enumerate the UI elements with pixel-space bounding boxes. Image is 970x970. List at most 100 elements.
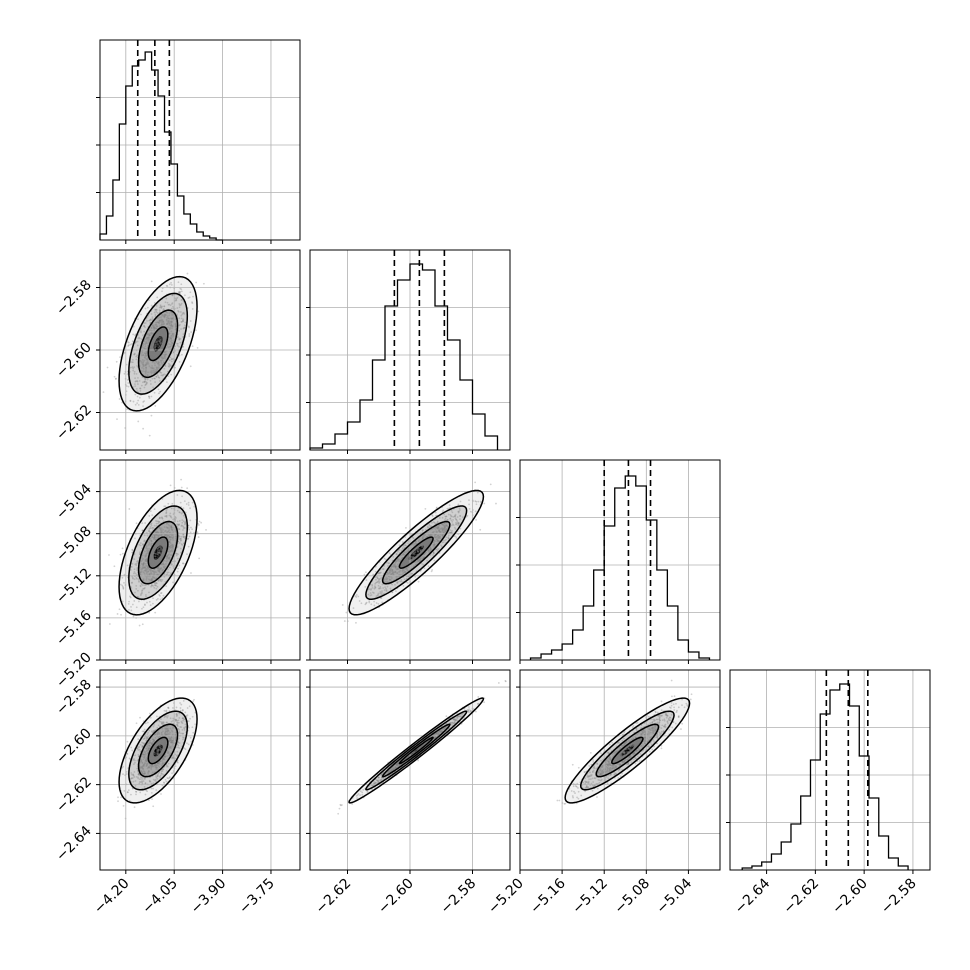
sample-point — [156, 726, 159, 729]
sample-point — [142, 730, 145, 733]
sample-point — [407, 566, 410, 568]
sample-point — [447, 534, 450, 537]
sample-point — [135, 355, 138, 358]
sample-point — [151, 743, 153, 745]
sample-point — [147, 552, 150, 554]
sample-point — [157, 567, 160, 570]
sample-point — [371, 583, 374, 586]
sample-point — [162, 563, 165, 565]
sample-point — [123, 352, 126, 354]
sample-point — [163, 534, 166, 537]
sample-point — [146, 363, 148, 366]
sample-point — [421, 546, 424, 549]
sample-point — [150, 551, 153, 554]
sample-point — [131, 548, 134, 551]
sample-point — [176, 724, 179, 726]
sample-point — [155, 584, 158, 587]
sample-point — [178, 717, 181, 719]
sample-point — [149, 560, 152, 563]
sample-point — [179, 511, 181, 514]
sample-point — [123, 790, 126, 792]
sample-point — [157, 545, 160, 548]
sample-point — [168, 736, 171, 739]
sample-point — [184, 520, 187, 523]
sample-point — [170, 526, 173, 529]
sample-point — [179, 702, 181, 704]
sample-point — [162, 321, 165, 324]
sample-point — [154, 539, 157, 541]
sample-point — [156, 766, 159, 769]
sample-point — [150, 369, 153, 372]
sample-point — [148, 515, 151, 517]
sample-point — [168, 739, 171, 742]
sample-point — [180, 353, 183, 356]
sample-point — [149, 332, 152, 335]
sample-point — [157, 362, 160, 364]
sample-point — [134, 334, 136, 337]
sample-point — [434, 528, 437, 530]
sample-point — [159, 538, 162, 541]
sample-point — [158, 340, 160, 343]
sample-point — [148, 558, 151, 561]
sample-point — [443, 526, 446, 528]
sample-point — [157, 333, 159, 336]
sample-point — [416, 547, 419, 550]
sample-point — [155, 366, 158, 369]
sample-point — [179, 337, 182, 340]
sample-point — [411, 550, 414, 553]
sample-point — [159, 528, 162, 531]
sample-point — [394, 565, 397, 568]
sample-point — [158, 319, 161, 322]
sample-point — [166, 316, 168, 319]
sample-point — [161, 345, 164, 348]
sample-point — [157, 536, 160, 539]
sample-point — [159, 338, 162, 340]
sample-point — [144, 338, 147, 341]
sample-point — [154, 369, 157, 371]
sample-point — [404, 563, 406, 566]
sample-point — [158, 376, 161, 379]
sample-point — [161, 336, 164, 338]
sample-point — [150, 751, 153, 754]
sample-point — [182, 535, 185, 538]
sample-point — [142, 562, 145, 565]
sample-point — [166, 556, 169, 558]
sample-point — [166, 311, 169, 314]
sample-point — [149, 366, 152, 369]
sample-point — [169, 536, 171, 539]
sample-point — [151, 347, 154, 350]
sample-point — [140, 562, 143, 565]
sample-point — [178, 291, 181, 294]
sample-point — [160, 551, 163, 554]
sample-point — [159, 558, 162, 560]
sample-point — [434, 534, 436, 537]
sample-point — [160, 356, 163, 359]
sample-point — [196, 346, 199, 349]
sample-point — [142, 753, 144, 756]
sample-point — [151, 550, 154, 552]
sample-point — [166, 556, 169, 559]
sample-point — [436, 537, 439, 539]
sample-point — [151, 527, 154, 529]
sample-point — [139, 743, 142, 746]
sample-point — [182, 527, 185, 530]
sample-point — [154, 327, 157, 329]
sample-point — [420, 562, 423, 565]
sample-point — [165, 509, 168, 512]
sample-point — [136, 767, 139, 770]
sample-point — [172, 533, 175, 536]
sample-point — [158, 337, 160, 340]
sample-point — [146, 764, 149, 766]
sample-point — [171, 342, 174, 344]
sample-point — [147, 566, 149, 569]
sample-point — [163, 353, 166, 356]
sample-point — [163, 540, 166, 543]
sample-point — [476, 491, 479, 494]
sample-point — [157, 549, 160, 552]
sample-point — [183, 500, 186, 502]
sample-point — [171, 563, 174, 566]
sample-point — [160, 527, 163, 530]
sample-point — [150, 313, 153, 315]
sample-point — [194, 723, 197, 726]
sample-point — [358, 600, 361, 602]
